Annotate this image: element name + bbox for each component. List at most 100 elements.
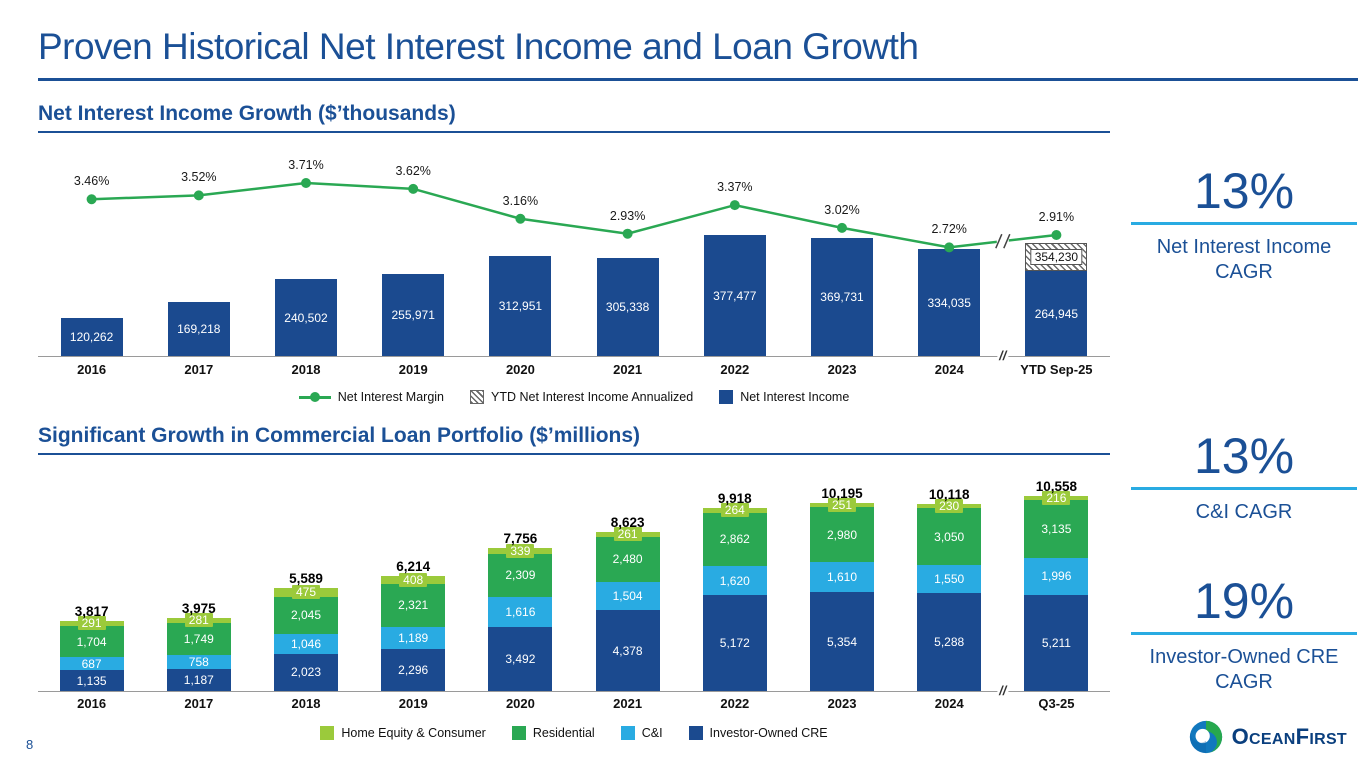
loan-x-axis-label: 2022 — [720, 696, 750, 711]
loan-segment-c-i: 1,610 — [810, 562, 874, 593]
legend-label: Residential — [532, 726, 595, 740]
loan-x-axis-label: 2019 — [398, 696, 428, 711]
loan-segment-residential: 1,749 — [166, 622, 231, 656]
nii-bar-2021: 305,338 — [596, 258, 659, 356]
cagr-value: 19% — [1193, 573, 1295, 629]
loan-segment-c-i: 687 — [59, 657, 124, 671]
loan-total-value: 10,195 — [821, 485, 863, 501]
loan-x-axis: 2016 2017 2018 2019 2020 2021 2022 2023 2024 Q3-2… — [38, 696, 1110, 711]
loan-segment-investor-owned-cre: 5,288 — [917, 593, 982, 691]
oceanfirst-logo-icon — [1189, 720, 1222, 754]
nii-x-axis-label: 2024 — [934, 362, 964, 377]
legend-label: Net Interest Margin — [337, 390, 445, 404]
loan-segment-residential: 2,862 — [702, 512, 767, 566]
loan-total-value: 5,589 — [289, 570, 323, 586]
cagr-label: Investor-Owned CRE CAGR — [1149, 645, 1339, 693]
loan-segment-home-equity-consumer: 339 — [488, 543, 553, 558]
loan-segment-value: 2,862 — [719, 532, 750, 547]
nii-bar-2019: 255,971 — [382, 274, 445, 356]
nii-bar-value: 120,262 — [69, 329, 114, 344]
hatch-swatch — [470, 390, 485, 404]
loan-segment-value: 1,046 — [290, 636, 322, 651]
lightblue-swatch — [620, 726, 635, 740]
loan-segment-investor-owned-cre: 1,135 — [59, 670, 124, 691]
loan-segment-c-i: 758 — [166, 655, 231, 670]
legend-item-residential: Residential — [511, 726, 595, 740]
green-swatch — [511, 726, 526, 740]
loan-total-value: 6,214 — [396, 559, 431, 575]
loan-segment-home-equity-consumer: 216 — [1024, 491, 1089, 506]
loan-segment-investor-owned-cre: 2,023 — [274, 653, 338, 691]
loan-segment-investor-owned-cre: 4,378 — [595, 610, 660, 691]
loan-segment-value: 1,704 — [76, 634, 107, 649]
nii-bar-2017: 169,218 — [167, 301, 230, 356]
loan-x-axis-label: 2021 — [613, 696, 643, 711]
loan-segment-value: 3,135 — [1041, 521, 1072, 536]
nii-x-axis-label: YTD Sep-25 — [1020, 362, 1093, 377]
loan-x-axis-label: 2017 — [184, 696, 214, 711]
nii-bar-value: 312,951 — [498, 298, 543, 313]
nii-bar-value: 264,945 — [1034, 306, 1079, 321]
loan-segment-home-equity-consumer: 230 — [917, 499, 982, 514]
nim-point-label: 2.91% — [1038, 210, 1075, 224]
legend-label: YTD Net Interest Income Annualized — [491, 390, 694, 404]
cagr-label: Net Interest Income CAGR — [1156, 235, 1332, 283]
nii-bar-2018: 240,502 — [275, 279, 337, 356]
loan-segment-c-i: 1,616 — [488, 596, 553, 627]
ytd-annualized-bar: 354,230 — [1025, 242, 1088, 272]
lightgreen-swatch — [320, 726, 335, 740]
loan-segment-value: 2,980 — [826, 527, 858, 542]
loan-total-value: 10,558 — [1035, 479, 1078, 494]
loan-segment-value: 3,492 — [505, 651, 536, 666]
cagr-underline — [1131, 486, 1357, 490]
legend-item-net-interest-margin: Net Interest Margin — [298, 390, 445, 404]
loan-x-axis-label: 2020 — [505, 696, 535, 711]
loan-segment-investor-owned-cre: 2,296 — [381, 648, 446, 691]
loan-segment-value: 1,620 — [719, 573, 750, 588]
loan-segment-value: 1,187 — [183, 673, 214, 688]
loan-segment-value: 264 — [720, 503, 749, 518]
loan-segment-value: 1,135 — [76, 673, 107, 688]
loan-segment-value: 758 — [188, 655, 209, 670]
loan-segment-residential: 2,045 — [274, 596, 338, 635]
loan-segment-home-equity-consumer: 251 — [810, 498, 874, 513]
legend-label: Net Interest Income — [740, 390, 850, 404]
nii-bar-2024: 334,035 — [918, 249, 981, 356]
cagr-label: C&I CAGR — [1195, 500, 1293, 523]
loan-total-value: 8,623 — [610, 514, 645, 530]
loan-segment-value: 475 — [291, 585, 321, 600]
loan-segment-value: 2,309 — [505, 568, 536, 583]
loan-total-value: 3,817 — [74, 603, 109, 619]
loan-x-axis-label: 2024 — [934, 696, 964, 711]
loan-segment-home-equity-consumer: 291 — [59, 616, 124, 631]
axis-break-icon: // — [997, 683, 1009, 698]
loan-segment-value: 2,023 — [290, 665, 322, 680]
nii-bar-2023: 369,731 — [811, 237, 873, 356]
loan-total-value: 3,975 — [181, 600, 216, 616]
legend-item-ytd-net-interest-income-annualized: YTD Net Interest Income Annualized — [470, 390, 693, 404]
loan-total-value: 9,918 — [717, 490, 752, 506]
line-marker-dot — [309, 392, 320, 402]
loan-section-title: Significant Growth in Commercial Loan Po… — [38, 424, 1110, 455]
loan-segment-home-equity-consumer: 281 — [166, 613, 231, 628]
loan-segment-c-i: 1,046 — [274, 634, 338, 654]
nii-x-axis-label: 2022 — [720, 362, 750, 377]
loan-segment-value: 1,610 — [826, 570, 858, 585]
loan-segment-residential: 3,135 — [1024, 500, 1089, 558]
loan-x-axis-label: 2023 — [827, 696, 857, 711]
nii-bar-2016: 120,262 — [60, 317, 123, 356]
net-interest-income-chart: 120,262 169,218 240,502 255,971 312,951 305,3… — [38, 140, 1110, 363]
loan-segment-residential: 1,704 — [59, 625, 124, 658]
page-number: 8 — [26, 737, 34, 752]
loan-segment-value: 5,172 — [719, 636, 750, 651]
cagr-value: 13% — [1193, 163, 1295, 219]
loan-x-axis-label: Q3-25 — [1038, 696, 1075, 711]
loan-segment-investor-owned-cre: 3,492 — [488, 626, 553, 691]
loan-segment-investor-owned-cre: 5,172 — [702, 595, 767, 691]
loan-segment-residential: 3,050 — [917, 508, 982, 565]
nii-x-axis-label: 2021 — [613, 362, 643, 377]
loan-segment-value: 408 — [399, 573, 428, 588]
loan-segment-residential: 2,480 — [595, 536, 660, 583]
loan-segment-value: 216 — [1042, 491, 1071, 506]
